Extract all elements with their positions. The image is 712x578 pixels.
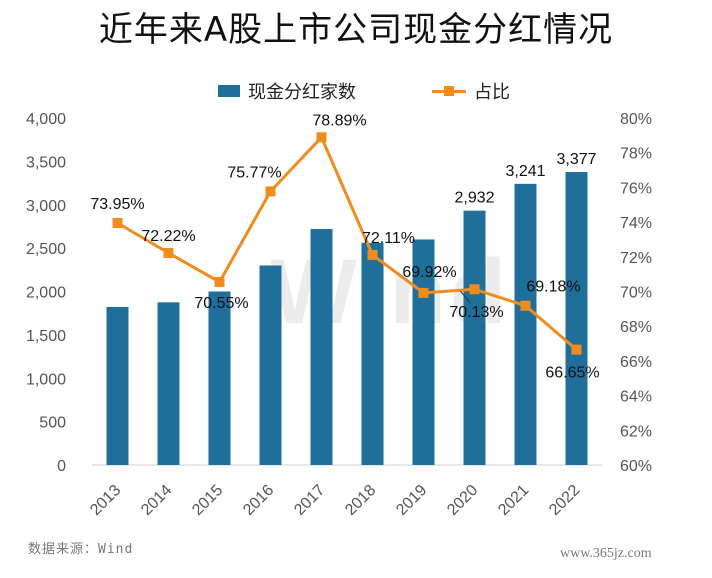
line-marker	[418, 287, 429, 298]
line-marker	[112, 217, 123, 228]
line-data-label: 70.13%	[449, 304, 503, 321]
line-data-label: 70.55%	[194, 295, 248, 312]
line-marker	[316, 132, 327, 143]
bar	[106, 306, 129, 465]
y-right-tick-label: 70%	[620, 285, 652, 302]
bar-data-label: 2,932	[454, 190, 494, 207]
y-right-tick-label: 78%	[620, 146, 652, 163]
legend-line-label: 占比	[474, 82, 510, 103]
legend-bar-label: 现金分红家数	[248, 82, 356, 103]
line-marker	[265, 186, 276, 197]
line-data-label: 73.95%	[90, 196, 144, 213]
bar	[463, 210, 486, 465]
x-tick-label: 2017	[291, 482, 328, 519]
bar	[514, 183, 537, 465]
line-data-label: 78.89%	[312, 112, 366, 129]
x-tick-label: 2018	[342, 482, 379, 519]
y-right-tick-label: 62%	[620, 423, 652, 440]
line-marker	[214, 276, 225, 287]
line-data-label: 66.65%	[545, 365, 599, 382]
y-right-tick-label: 72%	[620, 250, 652, 267]
y-left-tick-label: 500	[39, 415, 66, 432]
bar	[208, 291, 231, 465]
chart-title: 近年来A股上市公司现金分红情况	[98, 10, 614, 50]
y-left-tick-label: 3,000	[26, 198, 66, 215]
site-watermark: www.365jz.com	[560, 546, 652, 561]
leader-line	[460, 290, 471, 304]
line-marker	[469, 284, 480, 295]
bar	[412, 239, 435, 465]
legend-line-swatch	[432, 85, 466, 97]
legend-item-bar: 现金分红家数	[218, 78, 356, 104]
x-tick-label: 2022	[546, 482, 583, 519]
x-tick-label: 2014	[138, 482, 175, 519]
line-marker	[163, 247, 174, 258]
line-marker	[367, 249, 378, 260]
line-data-label: 69.18%	[526, 279, 580, 296]
y-right-tick-label: 68%	[620, 319, 652, 336]
y-left-tick-label: 0	[57, 458, 66, 475]
legend: 现金分红家数 占比	[0, 78, 712, 106]
x-tick-label: 2020	[444, 482, 481, 519]
line-marker	[520, 300, 531, 311]
legend-bar-swatch	[218, 85, 240, 97]
y-left-tick-label: 1,500	[26, 328, 66, 345]
line-data-label: 72.11%	[362, 230, 415, 247]
x-tick-label: 2019	[393, 482, 430, 519]
y-left-tick-label: 2,500	[26, 241, 66, 258]
y-left-tick-label: 3,500	[26, 154, 66, 171]
y-right-tick-label: 60%	[620, 458, 652, 475]
y-right-tick-label: 66%	[620, 354, 652, 371]
bar-data-label: 3,377	[556, 151, 596, 168]
line-data-label: 69.92%	[402, 264, 456, 281]
x-tick-label: 2013	[87, 482, 124, 519]
y-left-tick-label: 4,000	[26, 111, 66, 128]
source-note: 数据来源：Wind	[28, 542, 134, 557]
x-tick-label: 2015	[189, 482, 226, 519]
bar	[157, 302, 180, 465]
bar	[565, 172, 588, 465]
bar-data-label: 3,241	[505, 163, 545, 180]
x-tick-label: 2021	[495, 482, 532, 519]
line-series	[116, 135, 578, 351]
bar	[259, 265, 282, 465]
y-right-tick-label: 74%	[620, 215, 652, 232]
line-data-label: 75.77%	[227, 164, 281, 181]
line-marker	[571, 344, 582, 355]
y-left-tick-label: 2,000	[26, 285, 66, 302]
y-left-tick-label: 1,000	[26, 371, 66, 388]
x-tick-label: 2016	[240, 482, 277, 519]
bar	[361, 242, 384, 465]
y-right-tick-label: 64%	[620, 389, 652, 406]
y-right-tick-label: 80%	[620, 111, 652, 128]
legend-item-line: 占比	[432, 78, 510, 104]
bar	[310, 229, 333, 465]
y-right-tick-label: 76%	[620, 180, 652, 197]
line-data-label: 72.22%	[141, 228, 195, 245]
